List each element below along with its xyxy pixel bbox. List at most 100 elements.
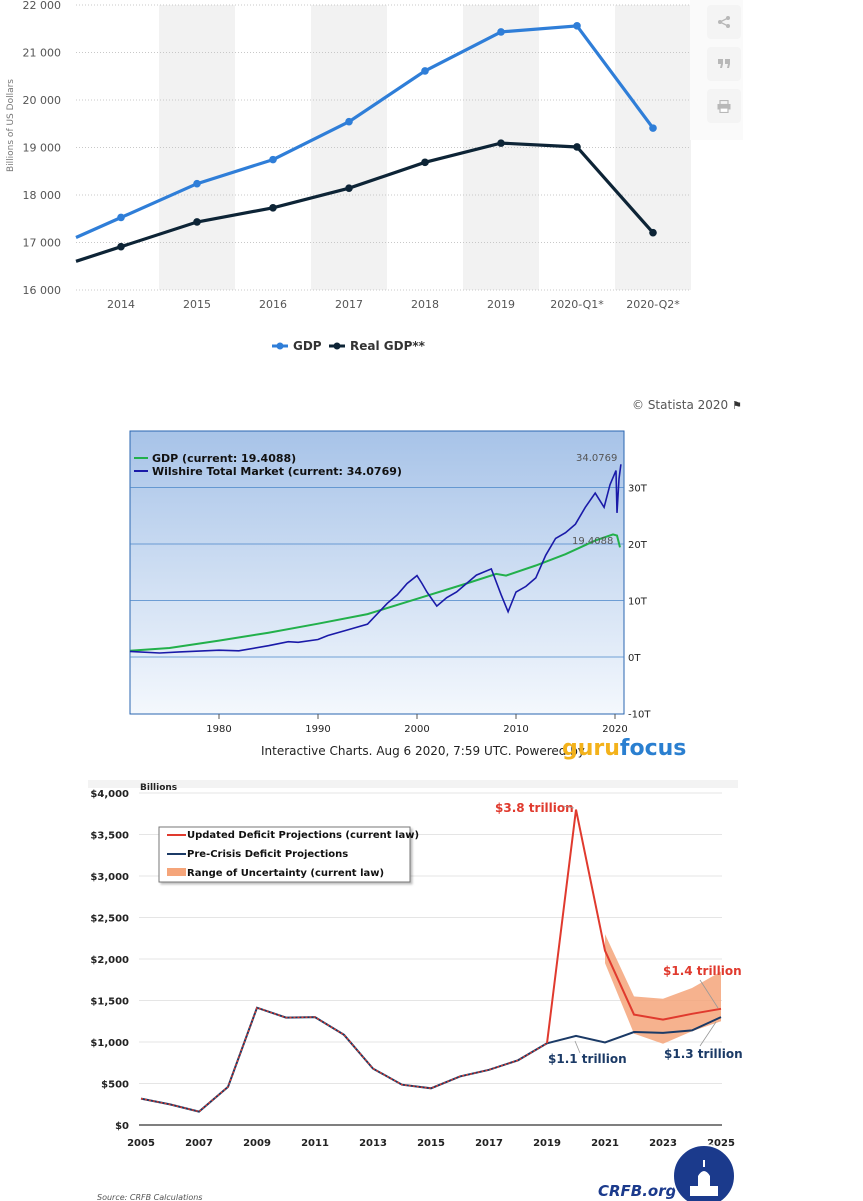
print-button[interactable]	[707, 89, 741, 123]
x-tick-label: 2013	[359, 1138, 387, 1149]
crfb-brand: CRFB.org	[598, 1182, 677, 1200]
y-tick-label: $1,000	[90, 1038, 129, 1049]
x-tick-label: 2010	[503, 724, 528, 735]
annotation-1-4-trillion: $1.4 trillion	[663, 964, 742, 978]
legend-real-gdp[interactable]: Real GDP**	[329, 339, 426, 353]
y-tick-label: -10T	[628, 710, 651, 721]
annotation-1-3-trillion: $1.3 trillion	[664, 1047, 743, 1061]
y-tick-label: 16 000	[23, 284, 62, 297]
y-tick-label: $3,000	[90, 872, 129, 883]
gurufocus-chart: -10T 0T 10T 20T 30T 1980 1990 2000 2010 2020 GDP…	[129, 430, 651, 735]
historical-line-dashed	[140, 1006, 548, 1113]
y-tick-label: $0	[115, 1121, 129, 1132]
y-tick-label: 17 000	[23, 237, 62, 250]
legend-gdp-label: GDP (current: 19.4088)	[152, 452, 296, 465]
credit-text: © Statista 2020	[632, 398, 729, 412]
data-point[interactable]	[117, 242, 125, 251]
print-icon	[717, 99, 731, 113]
data-point[interactable]	[649, 228, 657, 237]
x-tick-label: 2009	[243, 1138, 271, 1149]
data-point[interactable]	[345, 184, 353, 192]
y-tick-label: 18 000	[23, 189, 62, 202]
uncertainty-band	[605, 934, 721, 1044]
x-tick-label: 1980	[206, 724, 231, 735]
logo-part-guru: guru	[562, 736, 620, 761]
data-point[interactable]	[573, 143, 581, 151]
y-tick-label: 22 000	[23, 0, 62, 12]
legend-updated: Updated Deficit Projections (current law…	[187, 830, 419, 841]
x-tick-label: 2017	[335, 298, 363, 311]
data-point[interactable]	[269, 203, 277, 212]
y-tick-label: 30T	[628, 484, 648, 495]
statista-chart: Billions of US Dollars 16 000 17 000 18 00…	[6, 0, 691, 353]
x-tick-label: 2023	[649, 1138, 677, 1149]
crfb-capitol-logo	[672, 1144, 736, 1201]
x-tick-label: 2015	[417, 1138, 445, 1149]
x-tick-label: 2000	[404, 724, 429, 735]
cite-button[interactable]	[707, 47, 741, 81]
x-tick-label: 2017	[475, 1138, 503, 1149]
x-tick-label: 2020-Q1*	[550, 298, 604, 311]
series-line-wilshire	[129, 464, 622, 654]
y-tick-label: $2,000	[90, 955, 129, 966]
legend-gdp-label: GDP	[293, 339, 322, 353]
x-tick-label: 2020	[602, 724, 627, 735]
data-point[interactable]	[193, 218, 201, 226]
data-point[interactable]	[649, 124, 657, 132]
y-tick-label: $500	[101, 1080, 129, 1091]
x-tick-label: 2007	[185, 1138, 213, 1149]
legend-uncertainty: Range of Uncertainty (current law)	[187, 868, 384, 879]
annotation-3-8-trillion: $3.8 trillion	[495, 801, 574, 815]
data-point[interactable]	[193, 179, 201, 188]
legend-gdp[interactable]: GDP	[272, 339, 322, 353]
data-point[interactable]	[573, 22, 581, 30]
y-tick-label: 19 000	[23, 142, 62, 155]
y-tick-label: 21 000	[23, 47, 62, 60]
legend: Updated Deficit Projections (current law…	[158, 826, 419, 883]
quote-icon	[718, 59, 730, 68]
share-button[interactable]	[707, 5, 741, 39]
x-tick-label: 2014	[107, 298, 135, 311]
legend: GDP (current: 19.4088) Wilshire Total Ma…	[134, 452, 402, 478]
updated-line	[546, 809, 722, 1044]
y-tick-label: 0T	[628, 653, 641, 664]
wilshire-current-label: 34.0769	[576, 453, 617, 464]
y-tick-label: 20 000	[23, 94, 62, 107]
x-tick-label: 1990	[305, 724, 330, 735]
x-tick-label: 2015	[183, 298, 211, 311]
y-tick-label: $1,500	[90, 997, 129, 1008]
y-tick-label: 20T	[628, 540, 648, 551]
annotation-1-1-trillion: $1.1 trillion	[548, 1052, 627, 1066]
gurufocus-footer: Interactive Charts. Aug 6 2020, 7:59 UTC…	[261, 744, 585, 758]
data-point[interactable]	[269, 155, 277, 164]
y-tick-label: $2,500	[90, 914, 129, 925]
x-tick-label: 2019	[533, 1138, 561, 1149]
gdp-current-label: 19.4088	[572, 536, 613, 547]
share-icon	[718, 16, 730, 28]
source-note: Source: CRFB Calculations	[97, 1193, 202, 1201]
x-tick-label: 2020-Q2*	[626, 298, 680, 311]
x-tick-label: 2005	[127, 1138, 155, 1149]
x-tick-label: 2018	[411, 298, 439, 311]
data-point[interactable]	[345, 117, 353, 126]
y-tick-label: $4,000	[90, 789, 129, 800]
data-point[interactable]	[497, 139, 505, 147]
precrisis-line	[546, 1016, 722, 1045]
data-point[interactable]	[421, 67, 429, 75]
series-line-gdp	[129, 533, 621, 652]
y-tick-label: $3,500	[90, 831, 129, 842]
flag-icon: ⚑	[732, 399, 742, 412]
y-axis-label: Billions of US Dollars	[6, 79, 16, 172]
data-point[interactable]	[421, 158, 429, 167]
statista-credit[interactable]: © Statista 2020 ⚑	[632, 398, 742, 412]
plot-area	[129, 430, 625, 715]
legend-wilshire-label: Wilshire Total Market (current: 34.0769)	[152, 465, 402, 478]
x-tick-label: 2016	[259, 298, 287, 311]
data-point[interactable]	[117, 213, 125, 222]
x-tick-label: 2021	[591, 1138, 619, 1149]
y-tick-label: 10T	[628, 597, 648, 608]
historical-line-base	[140, 1006, 548, 1113]
data-point[interactable]	[497, 28, 505, 36]
gurufocus-logo[interactable]: gurufocus	[562, 736, 686, 761]
